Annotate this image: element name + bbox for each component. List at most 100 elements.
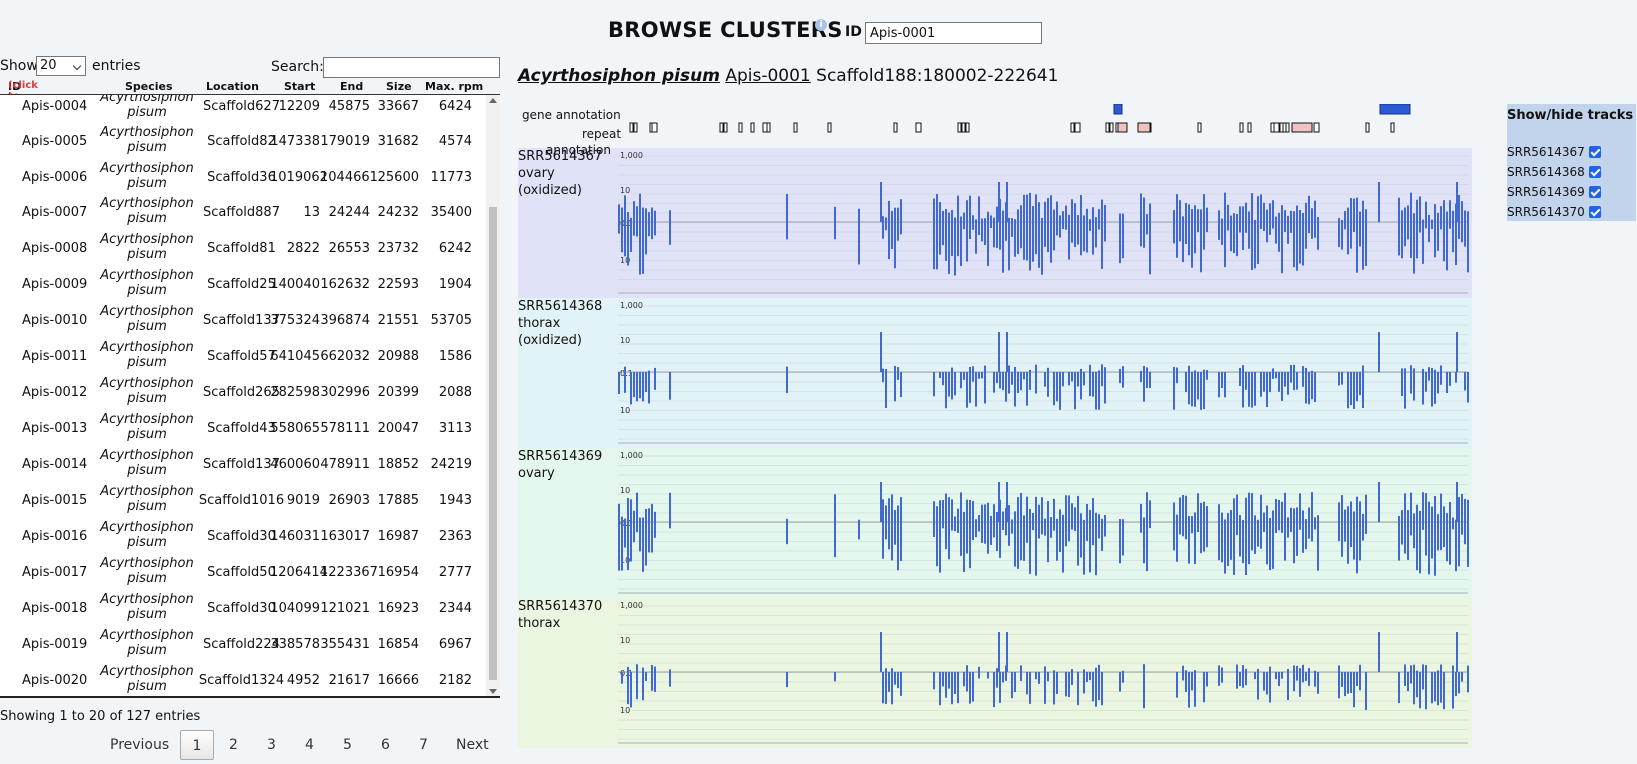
cell-id[interactable]: Apis-0017 <box>22 565 88 580</box>
cell-id[interactable]: Apis-0010 <box>22 313 88 328</box>
pagination-page-3[interactable]: 3 <box>267 737 276 753</box>
table-scrollbar[interactable] <box>486 94 500 696</box>
pagination-page-1[interactable]: 1 <box>180 730 214 760</box>
cell-location: Scaffold887 <box>203 205 280 220</box>
table-row[interactable]: Apis-0014 Acyrthosiphon pisum Scaffold137 46… <box>0 447 485 483</box>
checkbox-checked-icon[interactable] <box>1589 206 1601 218</box>
table-row[interactable]: Apis-0017 Acyrthosiphon pisum Scaffold50 120… <box>0 555 485 591</box>
cell-id[interactable]: Apis-0007 <box>22 205 88 220</box>
pagination-next[interactable]: Next <box>456 737 489 753</box>
coverage-bar-minus <box>1308 222 1310 234</box>
pagination-page-4[interactable]: 4 <box>305 737 314 753</box>
cluster-species-link[interactable]: Acyrthosiphon pisum <box>518 66 720 86</box>
pagination-page-5[interactable]: 5 <box>343 737 352 753</box>
scroll-thumb[interactable] <box>489 207 497 680</box>
coverage-bar-minus <box>1047 222 1049 253</box>
checkbox-checked-icon[interactable] <box>1589 146 1601 158</box>
coverage-bar-minus <box>1074 372 1076 410</box>
column-header-end[interactable]: End <box>340 80 364 93</box>
checkbox-checked-icon[interactable] <box>1589 186 1601 198</box>
coverage-bar-plus <box>1341 495 1343 522</box>
table-row[interactable]: Apis-0020 Acyrthosiphon pisum Scaffold1324 4… <box>0 663 485 696</box>
coverage-bar-plus <box>1089 364 1091 372</box>
coverage-bar-minus <box>1014 372 1016 407</box>
pagination-page-7[interactable]: 7 <box>419 737 428 753</box>
search-input[interactable] <box>323 57 500 78</box>
toggle-track-4[interactable]: SRR5614370 <box>1507 205 1601 219</box>
table-row[interactable]: Apis-0004 Acyrthosiphon pisum Scaffold627 12… <box>0 94 485 125</box>
toggle-track-2[interactable]: SRR5614368 <box>1507 165 1601 179</box>
coverage-bar-minus <box>945 672 947 698</box>
column-header-size[interactable]: Size <box>386 80 412 93</box>
coverage-bar-minus <box>990 222 992 229</box>
coverage-bar-minus <box>1218 372 1220 398</box>
coverage-bar-plus <box>1440 664 1442 672</box>
column-header-species[interactable]: Species <box>125 80 173 93</box>
coverage-bar-plus <box>1002 210 1004 222</box>
coverage-bar-minus <box>954 222 956 276</box>
table-row[interactable]: Apis-0016 Acyrthosiphon pisum Scaffold30 146… <box>0 519 485 555</box>
cell-id[interactable]: Apis-0013 <box>22 421 88 436</box>
pagination-previous[interactable]: Previous <box>110 737 170 753</box>
cell-id[interactable]: Apis-0004 <box>22 99 88 114</box>
coverage-bar-plus <box>1251 493 1253 522</box>
coverage-bar-minus <box>1401 222 1403 259</box>
cell-id[interactable]: Apis-0005 <box>22 134 88 149</box>
table-row[interactable]: Apis-0005 Acyrthosiphon pisum Scaffold82 147… <box>0 124 485 160</box>
toggle-track-1[interactable]: SRR5614367 <box>1507 145 1601 159</box>
coverage-bar-minus <box>966 222 968 262</box>
coverage-bar-plus <box>1293 211 1295 222</box>
table-row[interactable]: Apis-0012 Acyrthosiphon pisum Scaffold265 28… <box>0 375 485 411</box>
coverage-bar-minus <box>1218 522 1220 561</box>
scroll-up-arrow-icon[interactable] <box>489 98 497 103</box>
table-row[interactable]: Apis-0018 Acyrthosiphon pisum Scaffold30 104… <box>0 591 485 627</box>
cell-max-rpm: 6967 <box>438 637 472 652</box>
table-row[interactable]: Apis-0011 Acyrthosiphon pisum Scaffold57 641… <box>0 339 485 375</box>
cell-id[interactable]: Apis-0019 <box>22 637 88 652</box>
table-row[interactable]: Apis-0019 Acyrthosiphon pisum Scaffold224 33… <box>0 627 485 663</box>
table-row[interactable]: Apis-0009 Acyrthosiphon pisum Scaffold25 140… <box>0 267 485 303</box>
table-row[interactable]: Apis-0013 Acyrthosiphon pisum Scaffold43 558… <box>0 411 485 447</box>
cell-id[interactable]: Apis-0016 <box>22 529 88 544</box>
pagination-page-6[interactable]: 6 <box>381 737 390 753</box>
pagination-page-2[interactable]: 2 <box>229 737 238 753</box>
info-icon[interactable]: i <box>815 19 827 31</box>
toggle-track-3[interactable]: SRR5614369 <box>1507 185 1601 199</box>
table-info: Showing 1 to 20 of 127 entries <box>0 709 201 724</box>
entries-select[interactable]: 20 <box>36 56 86 76</box>
column-header-location[interactable]: Location <box>206 80 259 93</box>
coverage-bar-minus <box>1188 672 1190 708</box>
checkbox-checked-icon[interactable] <box>1589 166 1601 178</box>
cell-id[interactable]: Apis-0011 <box>22 349 88 364</box>
coverage-bar-minus <box>1080 372 1082 400</box>
coverage-bar-minus <box>1008 522 1010 546</box>
entries-label: entries <box>92 58 141 74</box>
show-label: Show <box>0 58 38 74</box>
cell-id[interactable]: Apis-0008 <box>22 241 88 256</box>
cell-id[interactable]: Apis-0015 <box>22 493 88 508</box>
scroll-down-arrow-icon[interactable] <box>489 689 497 694</box>
coverage-bar-minus <box>1185 372 1187 393</box>
cluster-id-link[interactable]: Apis-0001 <box>725 66 811 86</box>
table-row[interactable]: Apis-0015 Acyrthosiphon pisum Scaffold1016 9… <box>0 483 485 519</box>
table-row[interactable]: Apis-0007 Acyrthosiphon pisum Scaffold887 13… <box>0 195 485 231</box>
table-row[interactable]: Apis-0008 Acyrthosiphon pisum Scaffold81 282… <box>0 231 485 267</box>
coverage-bar-minus <box>1278 522 1280 531</box>
column-header-start[interactable]: Start <box>284 80 316 93</box>
coverage-bar-minus <box>642 222 644 274</box>
cell-id[interactable]: Apis-0012 <box>22 385 88 400</box>
cell-id[interactable]: Apis-0020 <box>22 673 88 688</box>
cluster-id-input[interactable] <box>865 22 1042 44</box>
cell-id[interactable]: Apis-0009 <box>22 277 88 292</box>
coverage-bar-minus <box>1293 222 1295 268</box>
table-row[interactable]: Apis-0010 Acyrthosiphon pisum Scaffold137 37… <box>0 303 485 339</box>
cell-id[interactable]: Apis-0006 <box>22 170 88 185</box>
column-header-max-rpm[interactable]: Max. rpm <box>425 80 484 93</box>
cell-id[interactable]: Apis-0014 <box>22 457 88 472</box>
coverage-bar-minus <box>630 522 632 562</box>
table-row[interactable]: Apis-0006 Acyrthosiphon pisum Scaffold36 101… <box>0 160 485 196</box>
coverage-bar-minus <box>1050 222 1052 263</box>
coverage-bar-plus <box>1464 210 1466 222</box>
coverage-bar-minus <box>1083 672 1085 694</box>
cell-id[interactable]: Apis-0018 <box>22 601 88 616</box>
